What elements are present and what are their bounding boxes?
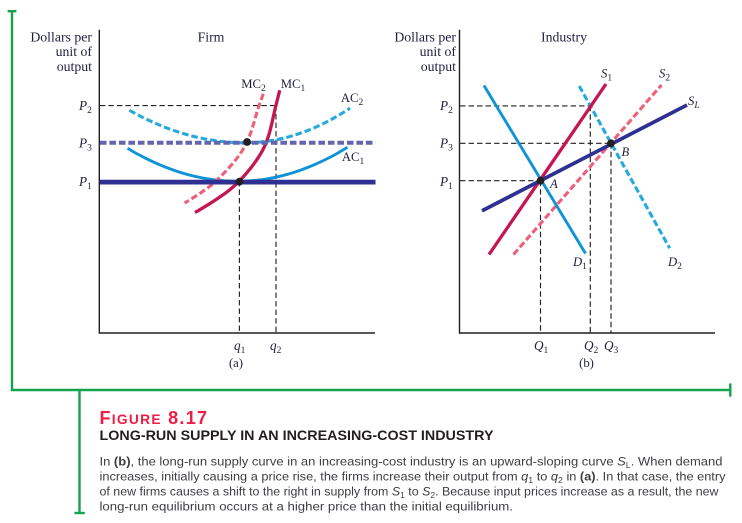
svg-text:P1: P1: [439, 174, 453, 192]
svg-text:SL: SL: [688, 94, 700, 111]
svg-text:Industry: Industry: [541, 30, 587, 45]
svg-text:P3: P3: [439, 136, 453, 154]
svg-text:AC2: AC2: [341, 91, 364, 108]
svg-text:Dollars per: Dollars per: [394, 29, 456, 44]
svg-text:increases, initially causing a: increases, initially causing a price ris…: [100, 470, 727, 486]
svg-text:unit of: unit of: [420, 44, 457, 59]
svg-text:FIGURE 8.17: FIGURE 8.17: [100, 408, 208, 428]
svg-text:unit of: unit of: [56, 44, 93, 59]
svg-text:q1: q1: [234, 338, 246, 356]
svg-text:of new firms causes a shift to: of new firms causes a shift to the right…: [100, 485, 719, 501]
svg-text:LONG-RUN SUPPLY IN AN INCREASI: LONG-RUN SUPPLY IN AN INCREASING-COST IN…: [100, 428, 494, 443]
svg-text:P3: P3: [78, 136, 92, 154]
svg-text:In (b), the long-run supply cu: In (b), the long-run supply curve in an …: [100, 455, 723, 471]
svg-text:P2: P2: [78, 98, 92, 116]
svg-text:P2: P2: [439, 98, 453, 116]
svg-text:output: output: [421, 59, 456, 74]
svg-text:Q1: Q1: [534, 338, 549, 356]
svg-text:B: B: [622, 145, 630, 159]
svg-text:MC1: MC1: [281, 77, 306, 94]
svg-text:Firm: Firm: [198, 30, 225, 45]
svg-text:P1: P1: [78, 174, 92, 192]
svg-text:S1: S1: [601, 67, 612, 84]
svg-text:MC2: MC2: [241, 77, 266, 94]
svg-text:output: output: [57, 59, 92, 74]
svg-text:Q2: Q2: [584, 338, 599, 356]
svg-text:long-run equilibrium occurs at: long-run equilibrium occurs at a higher …: [100, 500, 514, 514]
svg-text:AC1: AC1: [342, 150, 365, 167]
svg-text:D2: D2: [667, 255, 682, 272]
svg-text:Dollars per: Dollars per: [30, 29, 92, 44]
svg-text:q2: q2: [270, 338, 282, 356]
svg-text:(b): (b): [579, 356, 594, 370]
svg-text:S2: S2: [659, 67, 670, 84]
svg-text:Q3: Q3: [604, 338, 619, 356]
svg-text:(a): (a): [229, 356, 243, 370]
svg-text:D1: D1: [572, 255, 587, 272]
svg-text:A: A: [549, 177, 558, 191]
